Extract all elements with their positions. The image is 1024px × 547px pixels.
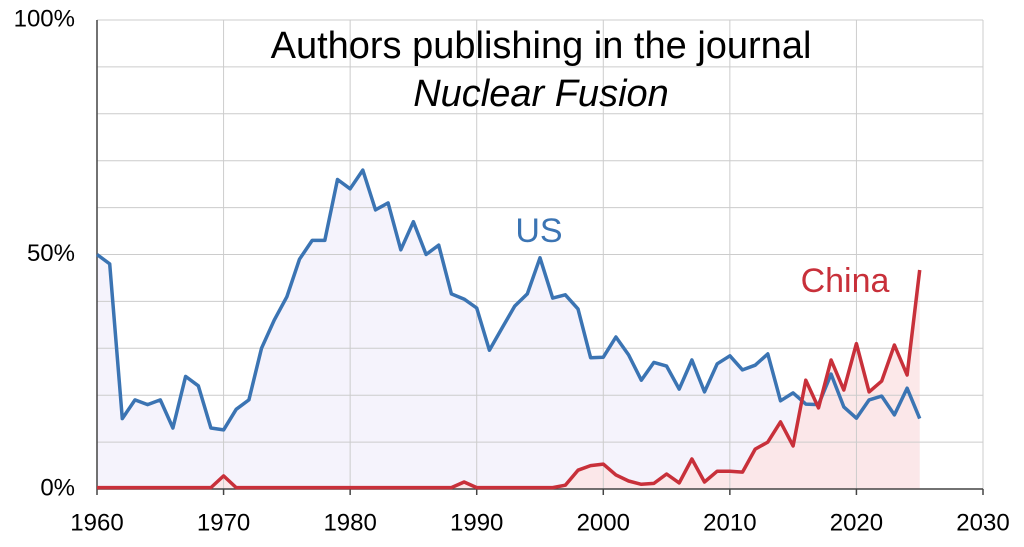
line	[97, 269, 922, 490]
series-label: China	[801, 262, 890, 300]
area	[97, 170, 920, 489]
chart-subtitle: Nuclear Fusion	[413, 73, 669, 115]
area	[97, 270, 920, 489]
y-tick-label: 0%	[40, 474, 75, 501]
x-tick-label: 2030	[956, 509, 1009, 536]
x-tick-label: 2000	[577, 509, 630, 536]
x-tick-label: 1990	[450, 509, 503, 536]
x-tick-label: 1980	[323, 509, 376, 536]
y-tick-label: 100%	[14, 5, 75, 32]
x-tick-label: 1960	[70, 509, 123, 536]
x-tick-label: 2010	[703, 509, 756, 536]
line	[95, 168, 922, 432]
y-tick-label: 50%	[27, 240, 75, 267]
x-tick-label: 2020	[830, 509, 883, 536]
x-tick-label: 1970	[197, 509, 250, 536]
series-label: US	[515, 212, 562, 250]
chart-title: Authors publishing in the journal	[271, 25, 812, 67]
